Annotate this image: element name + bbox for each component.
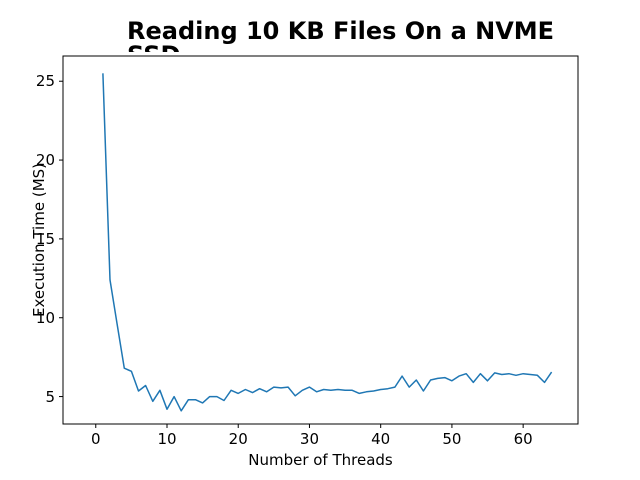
tick-marks [59,80,524,428]
y-tick-label: 5 [45,387,55,406]
y-tick-label: 15 [35,229,55,248]
x-tick-label: 0 [90,430,101,448]
y-tick-label: 25 [35,72,55,91]
x-axis-label: Number of Threads [248,451,393,469]
chart-title: Reading 10 KB Files On a NVME SSD [127,19,640,52]
chart-title-line1: Reading 10 KB Files On a NVME [127,19,555,45]
y-tick-label: 10 [35,308,55,327]
x-tick-label: 20 [228,430,248,448]
chart-title-line2-clipped: SSD [127,43,640,52]
x-tick-label: 30 [299,430,319,448]
x-tick-label: 10 [157,430,177,448]
data-line-execution-time [102,73,553,412]
y-tick-label: 20 [35,151,55,170]
x-tick-label: 60 [513,430,533,448]
y-axis-label: Execution Time (MS) [30,162,48,318]
axes-frame [62,55,579,425]
x-tick-label: 40 [371,430,391,448]
x-tick-label: 50 [442,430,462,448]
